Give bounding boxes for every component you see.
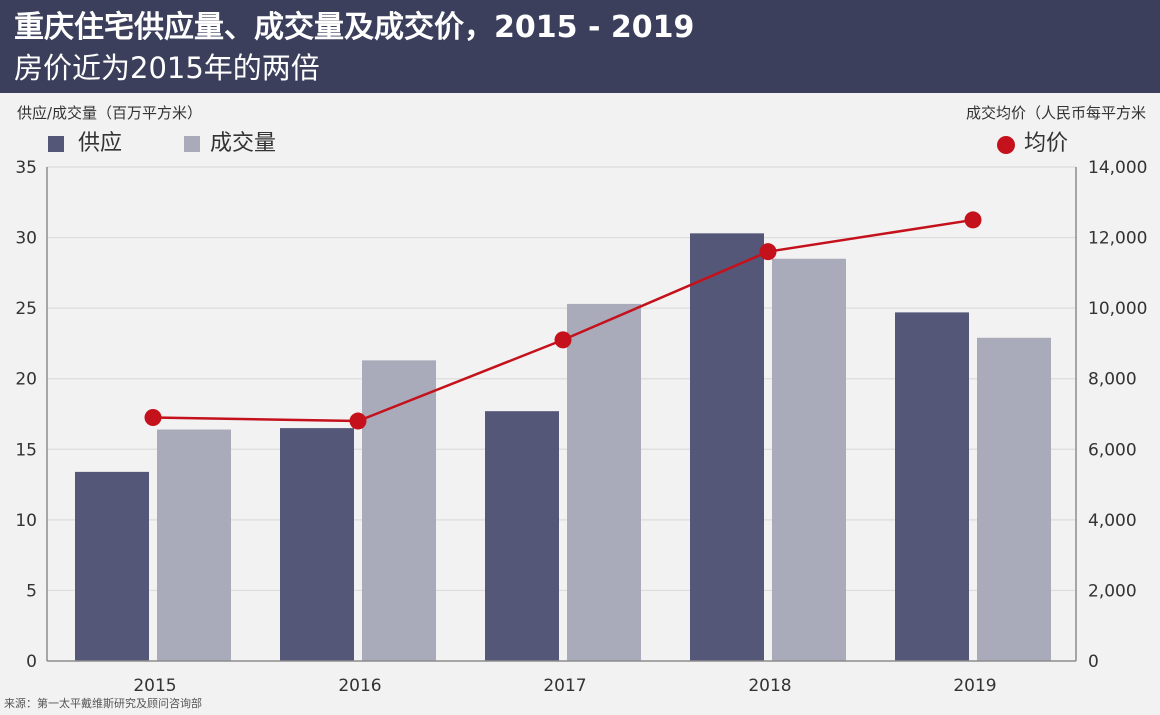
x-axis-ticks: 2015 2016 2017 2018 2019 bbox=[133, 676, 996, 696]
price-point-2017 bbox=[554, 331, 572, 349]
right-tick-label: 4,000 bbox=[1088, 511, 1137, 531]
chart-title: 重庆住宅供应量、成交量及成交价，2015 - 2019 bbox=[14, 10, 695, 45]
right-tick-label: 8,000 bbox=[1088, 370, 1137, 390]
supply-legend-label: 供应 bbox=[78, 131, 123, 156]
price-line bbox=[152, 218, 974, 423]
sales-legend-label: 成交量 bbox=[210, 131, 277, 156]
left-tick-label: 20 bbox=[15, 370, 37, 390]
x-tick-label: 2016 bbox=[338, 676, 381, 696]
left-tick-label: 35 bbox=[15, 158, 37, 178]
price-legend-label: 均价 bbox=[1024, 131, 1069, 156]
sales-bar-2016 bbox=[362, 360, 436, 661]
left-tick-label: 0 bbox=[26, 652, 37, 672]
sales-bar-2018 bbox=[772, 258, 846, 661]
left-tick-label: 10 bbox=[15, 511, 37, 531]
sales-bar-2017 bbox=[567, 303, 641, 661]
sales-bar-2019 bbox=[977, 337, 1051, 661]
sales-bar-2015 bbox=[157, 429, 231, 661]
supply-bar-2018 bbox=[690, 233, 764, 661]
supply-bar-2019 bbox=[895, 312, 969, 661]
right-axis-ticks: 0 2,000 4,000 6,000 8,000 10,000 12,000 14,000 bbox=[1088, 158, 1147, 672]
source-note: 来源：第一太平戴维斯研究及顾问咨询部 bbox=[4, 697, 202, 710]
right-axis-title: 成交均价（人民币每平方米 bbox=[965, 104, 1146, 122]
x-tick-label: 2018 bbox=[748, 676, 791, 696]
left-tick-label: 30 bbox=[15, 229, 37, 249]
price-point-2019 bbox=[964, 211, 982, 229]
right-tick-label: 0 bbox=[1088, 652, 1099, 672]
left-axis-ticks: 0 5 10 15 20 25 30 35 bbox=[15, 158, 37, 672]
supply-legend-swatch bbox=[48, 136, 64, 152]
left-axis-title: 供应/成交量（百万平方米） bbox=[17, 104, 203, 122]
price-point-2016 bbox=[349, 412, 367, 430]
left-tick-label: 5 bbox=[26, 581, 37, 601]
supply-bars bbox=[75, 233, 969, 661]
sales-legend-swatch bbox=[184, 136, 200, 152]
sales-bars bbox=[157, 258, 1051, 661]
right-tick-label: 10,000 bbox=[1088, 299, 1147, 319]
left-tick-label: 15 bbox=[15, 440, 37, 460]
right-tick-label: 12,000 bbox=[1088, 229, 1147, 249]
price-legend-marker bbox=[997, 136, 1015, 154]
axes bbox=[46, 167, 1077, 662]
price-point-2018 bbox=[759, 243, 777, 261]
right-tick-label: 14,000 bbox=[1088, 158, 1147, 178]
price-point-2015 bbox=[144, 409, 162, 427]
right-tick-label: 2,000 bbox=[1088, 581, 1137, 601]
title-banner: 重庆住宅供应量、成交量及成交价，2015 - 2019 房价近为2015年的两倍 bbox=[0, 0, 1160, 93]
x-tick-label: 2015 bbox=[133, 676, 176, 696]
chart-subtitle: 房价近为2015年的两倍 bbox=[14, 51, 320, 85]
x-tick-label: 2017 bbox=[543, 676, 586, 696]
left-tick-label: 25 bbox=[15, 299, 37, 319]
price-series bbox=[144, 211, 982, 430]
supply-bar-2016 bbox=[280, 428, 354, 661]
supply-bar-2017 bbox=[485, 411, 559, 661]
right-tick-label: 6,000 bbox=[1088, 440, 1137, 460]
supply-bar-2015 bbox=[75, 471, 149, 661]
x-tick-label: 2019 bbox=[953, 676, 996, 696]
